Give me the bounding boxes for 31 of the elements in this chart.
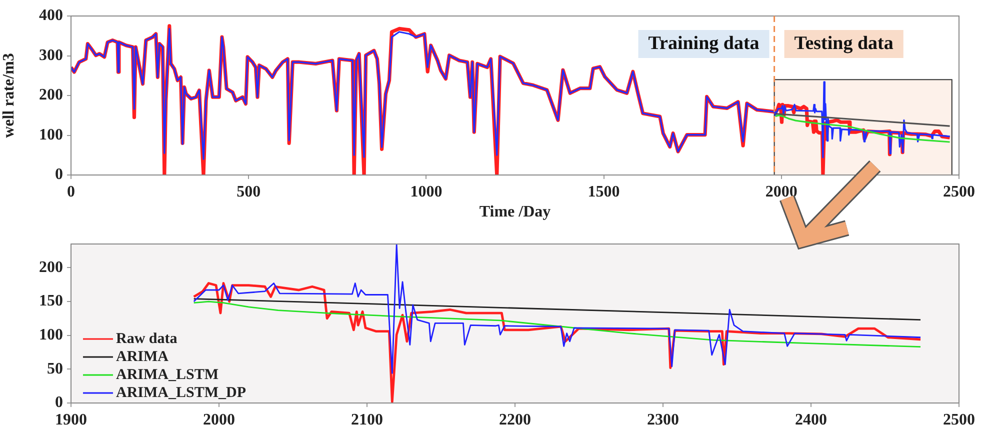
annotation: Training data [648, 32, 760, 54]
x-tick-label: 2400 [795, 412, 827, 429]
legend-label: ARIMA [116, 348, 169, 365]
y-tick-label: 150 [39, 292, 63, 310]
x-tick-label: 2200 [499, 412, 531, 429]
y-tick-label: 100 [39, 326, 63, 344]
x-axis-title: Time /Day [479, 204, 551, 221]
x-tick-label: 0 [67, 184, 75, 201]
x-tick-label: 1000 [410, 184, 442, 201]
y-tick-label: 0 [55, 166, 63, 184]
y-tick-label: 400 [39, 7, 63, 24]
x-tick-label: 1900 [55, 412, 87, 429]
y-tick-label: 200 [39, 86, 63, 104]
x-tick-label: 500 [236, 184, 261, 201]
x-tick-label: 2100 [351, 412, 383, 429]
x-tick-label: 2300 [647, 412, 679, 429]
legend-label: ARIMA_LSTM [116, 366, 219, 383]
x-tick-label: 2000 [203, 412, 235, 429]
y-tick-label: 0 [55, 394, 63, 412]
x-tick-label: 2000 [765, 184, 798, 201]
y-tick-label: 50 [47, 360, 63, 378]
x-tick-label: 2500 [943, 412, 975, 429]
x-tick-label: 1500 [588, 184, 620, 201]
y-tick-label: 100 [39, 126, 63, 144]
y-tick-label: 200 [39, 258, 63, 276]
x-tick-label: 2500 [943, 184, 975, 201]
y-axis-title: well rate/m3 [0, 53, 18, 138]
legend-label: ARIMA_LSTM_DP [116, 384, 246, 401]
y-tick-label: 300 [39, 46, 63, 64]
legend-label: Raw data [116, 330, 178, 347]
annotation: Testing data [794, 32, 894, 54]
